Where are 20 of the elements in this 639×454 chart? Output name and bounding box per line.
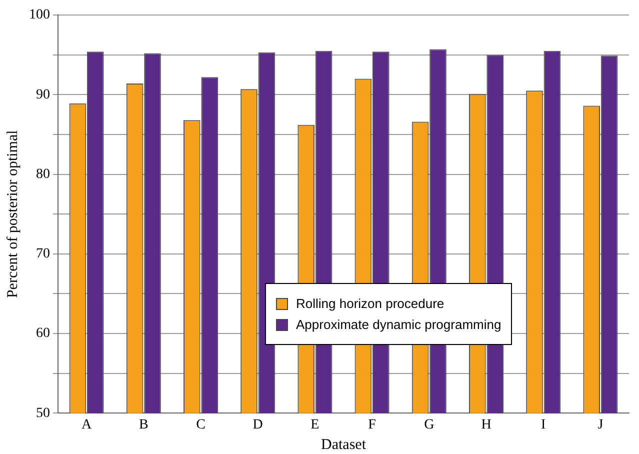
legend-label: Rolling horizon procedure xyxy=(296,296,444,311)
y-tick-label: 60 xyxy=(36,326,50,342)
x-tick-label: C xyxy=(196,417,206,432)
x-tick-label: E xyxy=(310,417,320,432)
y-tick-label: 90 xyxy=(36,87,50,102)
y-axis-title: Percent of posterior optimal xyxy=(4,130,21,298)
x-tick-label: F xyxy=(368,417,376,432)
y-tick-label: 80 xyxy=(36,166,50,182)
y-tick-label: 70 xyxy=(36,246,50,262)
x-tick-label: A xyxy=(81,417,92,432)
x-tick-label: D xyxy=(252,417,263,432)
x-tick-label: J xyxy=(598,417,604,432)
y-tick-label: 50 xyxy=(36,406,50,421)
y-tick-label: 100 xyxy=(29,8,50,23)
x-tick-label: B xyxy=(138,417,148,432)
x-tick-label: H xyxy=(481,417,492,432)
x-axis-title: Dataset xyxy=(321,436,367,453)
legend-label: Approximate dynamic programming xyxy=(296,317,502,332)
x-tick-label: I xyxy=(541,417,546,432)
x-tick-label: G xyxy=(424,417,434,432)
